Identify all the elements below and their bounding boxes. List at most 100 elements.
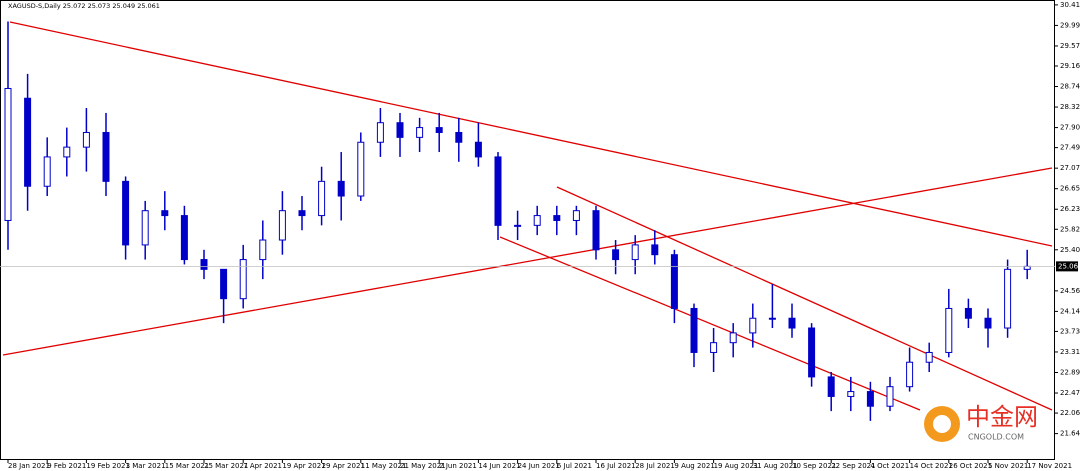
candle-body <box>808 327 816 378</box>
y-tick-label: 24.560 <box>1060 287 1080 295</box>
candle-body <box>161 210 169 217</box>
x-tick-label: 24 Jun 2021 <box>518 462 560 470</box>
x-tick-label: 29 Apr 2021 <box>322 462 365 470</box>
x-tick-label: 25 Mar 2021 <box>204 462 248 470</box>
candle-body <box>278 210 286 241</box>
x-tick-label: 22 Sep 2021 <box>831 462 875 470</box>
y-tick-label: 27.900 <box>1060 124 1080 132</box>
current-price-label: 25.061 <box>1058 262 1080 270</box>
candle-body <box>416 127 424 138</box>
candle-body <box>298 210 306 217</box>
plot-frame <box>0 0 1055 460</box>
candle-body <box>592 210 600 251</box>
chart-title: XAGUSD-S,Daily 25.072 25.073 25.049 25.0… <box>8 2 160 10</box>
y-tick-label: 28.740 <box>1060 83 1080 91</box>
candle-body <box>259 239 267 261</box>
candle-body <box>984 317 992 329</box>
y-tick-label: 22.890 <box>1060 368 1080 376</box>
candle-body <box>651 244 659 256</box>
candle-body <box>337 180 345 197</box>
candle-body <box>220 268 228 300</box>
candle-body <box>631 244 639 261</box>
candle-body <box>122 180 130 246</box>
candle-body <box>925 351 933 363</box>
trend-line <box>2 167 1053 356</box>
trend-line <box>499 236 921 411</box>
x-tick-label: 11 May 2021 <box>361 462 407 470</box>
candle-body <box>690 307 698 353</box>
watermark-brand: 中金网 <box>966 403 1038 431</box>
candle-body <box>572 210 580 221</box>
watermark-logo <box>933 415 951 433</box>
candle-body <box>670 254 678 309</box>
candle-body <box>788 317 796 329</box>
y-tick-label: 22.060 <box>1060 409 1080 417</box>
candle-body <box>474 141 482 158</box>
candle-body <box>24 97 32 187</box>
y-tick-label: 27.490 <box>1060 144 1080 152</box>
x-tick-label: 2 Jun 2021 <box>439 462 477 470</box>
y-tick-label: 24.140 <box>1060 307 1080 315</box>
x-tick-label: 26 Oct 2021 <box>949 462 992 470</box>
candle-body <box>141 210 149 246</box>
watermark-url: CNGOLD.COM <box>968 433 1024 442</box>
watermark: 中金网 CNGOLD.COM <box>924 403 1038 442</box>
y-tick-label: 29.160 <box>1060 62 1080 70</box>
candle-body <box>82 131 90 148</box>
candle-body <box>43 156 51 187</box>
x-tick-label: 6 Jul 2021 <box>557 462 592 470</box>
x-tick-label: 14 Oct 2021 <box>910 462 953 470</box>
candle-body <box>376 122 384 143</box>
x-tick-label: 4 Oct 2021 <box>870 462 909 470</box>
candle-body <box>827 376 835 397</box>
x-tick-label: 3 Mar 2021 <box>126 462 166 470</box>
candle-body <box>729 332 737 344</box>
candle-body <box>847 391 855 397</box>
candle-body <box>964 307 972 319</box>
candle-body <box>200 259 208 270</box>
y-tick-label: 25.400 <box>1060 246 1080 254</box>
x-tick-label: 9 Feb 2021 <box>47 462 86 470</box>
y-tick-label: 22.470 <box>1060 389 1080 397</box>
candle-body <box>357 141 365 197</box>
trend-lines <box>2 21 1053 411</box>
x-tick-label: 28 Jan 2021 <box>8 462 50 470</box>
current-price-box <box>1056 261 1078 272</box>
candle-body <box>612 249 620 261</box>
candle-body <box>318 180 326 217</box>
y-tick-label: 23.730 <box>1060 327 1080 335</box>
candle-body <box>1004 268 1012 329</box>
y-tick-label: 30.410 <box>1060 1 1080 9</box>
y-tick-label: 26.230 <box>1060 205 1080 213</box>
x-tick-label: 19 Aug 2021 <box>714 462 759 470</box>
y-tick-label: 21.640 <box>1060 430 1080 438</box>
x-tick-label: 16 Jul 2021 <box>596 462 636 470</box>
x-tick-label: 10 Sep 2021 <box>792 462 836 470</box>
candle-body <box>749 317 757 334</box>
y-tick-label: 26.650 <box>1060 185 1080 193</box>
x-tick-label: 17 Nov 2021 <box>1027 462 1072 470</box>
candle-body <box>494 156 502 226</box>
trend-line <box>556 186 1053 411</box>
y-tick-label: 25.820 <box>1060 225 1080 233</box>
x-tick-label: 15 Mar 2021 <box>165 462 209 470</box>
candle-body <box>63 146 71 158</box>
candle-body <box>180 215 188 261</box>
x-tick-label: 21 May 2021 <box>400 462 446 470</box>
candle-body <box>866 391 874 407</box>
candle-body <box>455 131 463 143</box>
trend-line <box>9 21 1053 247</box>
candle-body <box>435 127 443 133</box>
candle-body <box>768 317 776 320</box>
y-tick-label: 29.990 <box>1060 21 1080 29</box>
x-tick-label: 9 Aug 2021 <box>674 462 714 470</box>
y-tick-label: 28.320 <box>1060 103 1080 111</box>
x-tick-label: 31 Aug 2021 <box>753 462 798 470</box>
candle-body <box>906 361 914 388</box>
candle-body <box>886 386 894 407</box>
x-tick-label: 7 Apr 2021 <box>243 462 282 470</box>
candle-body <box>102 131 110 182</box>
y-tick-label: 27.070 <box>1060 164 1080 172</box>
